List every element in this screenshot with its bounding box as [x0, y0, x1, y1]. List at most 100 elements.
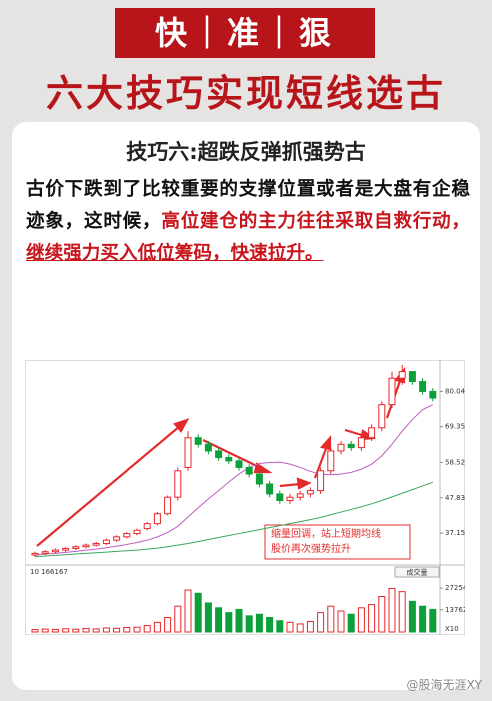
candle-body	[113, 536, 121, 541]
paragraph: 古价下跌到了比较重要的支撑位置或者是大盘有企稳迹象，这时候，高位建仓的主力往往采…	[26, 174, 470, 270]
volume-bar	[51, 628, 59, 633]
candle-body	[133, 529, 141, 535]
candle-body	[266, 483, 274, 495]
volume-bar	[378, 596, 386, 633]
candle-body	[184, 437, 192, 468]
title: 六大技巧实现短线选古	[46, 72, 446, 115]
volume-bar	[204, 602, 212, 633]
banner: 快｜准｜狠	[115, 8, 375, 58]
candle-body	[276, 493, 284, 502]
volume-bar	[164, 616, 172, 633]
candle-body	[317, 470, 325, 492]
annotation-text: 缩量回调，站上短期均线	[271, 527, 381, 540]
candle-body	[337, 443, 345, 452]
candle-body	[92, 542, 100, 546]
volume-bar	[286, 621, 294, 633]
candle-body	[41, 551, 49, 554]
volume-bar	[327, 605, 335, 633]
volume-bar	[266, 616, 274, 633]
candle-body	[215, 450, 223, 459]
candle-body	[164, 496, 172, 515]
annotation-box	[264, 524, 411, 560]
y-tick-label: 80.04	[445, 387, 465, 395]
volume-bar	[143, 625, 151, 633]
volume-bar	[62, 628, 70, 633]
candle-body	[102, 539, 110, 544]
volume-label: 10 166167	[30, 568, 68, 576]
y-tick-label: 47.83	[445, 494, 465, 502]
candle-body	[347, 443, 355, 449]
candle-body	[62, 547, 70, 551]
candle-body	[368, 427, 376, 439]
candle-body	[306, 490, 314, 495]
candle-body	[174, 470, 182, 498]
volume-bar	[368, 604, 376, 633]
volume-bar	[235, 608, 243, 633]
candle-body	[327, 450, 335, 472]
volume-bar	[245, 615, 253, 633]
moving-average	[34, 404, 434, 556]
candle-body	[357, 437, 365, 449]
candle-body	[255, 473, 263, 485]
candle-body	[225, 457, 233, 462]
volume-bar	[255, 613, 263, 633]
candle-body	[72, 546, 80, 549]
volume-title-box	[394, 566, 440, 578]
candle-body	[286, 496, 294, 502]
volume-bar	[306, 621, 314, 633]
volume-bar	[225, 612, 233, 633]
volume-title: 成交量	[407, 568, 428, 577]
candle-body	[388, 377, 396, 406]
watermark: @股海无涯XY	[406, 678, 482, 692]
volume-bar	[276, 620, 284, 633]
candle-body	[153, 513, 161, 525]
paragraph-segment: 高位建仓的主力往往采取自救行动，	[161, 211, 470, 232]
candle-body	[143, 523, 151, 530]
candle-body	[82, 544, 90, 548]
volume-bar	[388, 587, 396, 633]
y-tick-label: 69.35	[445, 423, 465, 431]
candle-body	[31, 552, 39, 556]
volume-bar	[82, 627, 90, 633]
volume-bar	[102, 627, 110, 633]
volume-bar	[113, 627, 121, 633]
candle-body	[408, 371, 416, 383]
volume-bar	[347, 613, 355, 633]
volume-bar	[419, 605, 427, 633]
v-tick-label: 27254	[445, 584, 465, 592]
annotation-text: 股价再次强势拉升	[271, 542, 351, 555]
volume-bar	[92, 628, 100, 633]
arrows	[36, 366, 406, 547]
candle-body	[204, 443, 212, 452]
volume-bar	[194, 592, 202, 633]
volume-bar	[317, 612, 325, 633]
volume-bar	[133, 626, 141, 633]
volume-bar	[398, 591, 406, 633]
paragraph-segment: 古价下跌到了比较重要的支撑位置或者是大盘有企稳迹象，这时候，	[26, 179, 470, 232]
candle-body	[235, 460, 243, 468]
candle-body	[51, 549, 59, 553]
heading: 技巧六:超跌反弹抓强势古	[126, 140, 366, 164]
candle-body	[429, 390, 437, 399]
volume-bar	[184, 589, 192, 633]
y-tick-label: 37.15	[445, 529, 465, 537]
volume-bar	[174, 605, 182, 633]
volume-bar	[337, 610, 345, 633]
candle-body	[419, 381, 427, 392]
candle-body	[194, 437, 202, 445]
volume-bar	[31, 629, 39, 633]
volume-bar	[123, 626, 131, 633]
candle-body	[245, 466, 253, 475]
volume-bar	[408, 600, 416, 633]
paragraph-segment: 继续强力买入低位筹码，快速拉升。	[26, 243, 324, 264]
candle-body	[123, 533, 131, 538]
volume-bar	[296, 623, 304, 633]
volume-bar	[72, 628, 80, 633]
volume-bar	[429, 608, 437, 633]
volume-bar	[215, 607, 223, 633]
candle-body	[378, 404, 386, 429]
volume-bar	[153, 621, 161, 633]
